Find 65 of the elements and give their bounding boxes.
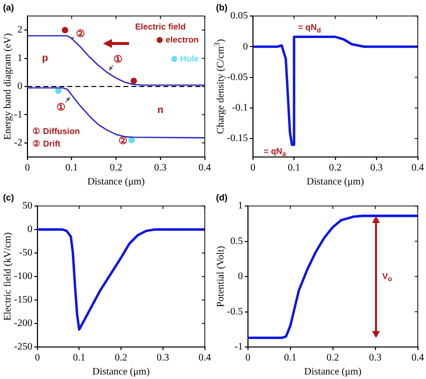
annotation: ① (113, 54, 122, 66)
x-tick-label: 0.2 (329, 162, 342, 174)
x-tick-label: 0.1 (288, 162, 300, 174)
x-axis-title: Distance (μm) (92, 366, 150, 378)
y-tick-label: 0 (17, 81, 22, 92)
x-tick-label: 0 (34, 352, 40, 364)
y-axis-title: Charge density (C/cm3) (212, 39, 227, 134)
chart-title: (a) (3, 2, 14, 12)
x-tick-label: 0.4 (198, 352, 211, 364)
x-tick-label: 0.4 (198, 162, 211, 174)
annotation: p (42, 53, 48, 64)
y-tick-label: -0.05 (226, 72, 248, 83)
x-tick-label: 0.2 (110, 162, 122, 174)
annotation: ② Drift (32, 138, 61, 149)
annotation: ② (76, 29, 86, 40)
y-tick-label: 0.5 (230, 236, 243, 247)
y-tick-label: 0.05 (230, 10, 248, 22)
x-tick-label: 0.1 (72, 352, 86, 364)
annotation: ① (56, 102, 66, 114)
y-tick-label: 2 (17, 24, 22, 36)
point (62, 26, 68, 34)
y-tick-label: 50 (22, 200, 32, 212)
y-tick-label: -50 (18, 248, 32, 259)
y-tick-label: -150 (14, 294, 32, 306)
y-tick-label: -2 (14, 138, 22, 149)
annotation: Electric field (135, 22, 186, 32)
y-axis-title: Energy band diagram (eV) (2, 33, 14, 140)
x-tick-label: 0.3 (156, 352, 170, 364)
x-tick-label: 0.2 (326, 352, 340, 364)
y-tick-label: 0 (238, 271, 243, 282)
x-tick-label: 0.2 (114, 352, 128, 364)
y-tick-label: -0.1 (232, 102, 248, 114)
chart-title: (d) (216, 192, 228, 202)
y-tick-label: -1 (234, 342, 243, 353)
y-tick-label: -0.15 (226, 133, 248, 144)
chart-title: (b) (216, 2, 228, 12)
x-axis-title: Distance (μm) (87, 176, 145, 188)
y-axis-title: Electric field (kV/cm) (2, 232, 14, 321)
x-tick-label: 0.1 (284, 352, 297, 364)
y-tick-label: 0 (27, 224, 32, 236)
y-tick-label: 0 (242, 41, 248, 52)
y-tick-label: -200 (14, 318, 32, 330)
x-axis-title: Distance (μm) (306, 176, 364, 188)
annotation: ② (118, 136, 128, 148)
y-axis-title: Potential (Volt) (216, 246, 227, 308)
x-tick-label: 0.1 (65, 162, 78, 174)
y-tick-label: -1 (14, 109, 22, 120)
x-tick-label: 0.4 (412, 352, 424, 364)
annotation: ① Diffusion (32, 126, 80, 136)
y-tick-label: -0.5 (226, 306, 243, 318)
legend-label: Hole (180, 53, 200, 64)
x-axis-title: Distance (μm) (304, 366, 362, 378)
y-tick-label: -250 (14, 342, 32, 353)
x-tick-label: 0.3 (154, 162, 167, 174)
y-tick-label: 1 (17, 52, 22, 64)
y-tick-label: -100 (14, 271, 32, 282)
x-tick-label: 0.4 (412, 162, 424, 174)
x-tick-label: 0.3 (369, 352, 382, 364)
annotation: n (157, 105, 164, 116)
y-tick-label: 1 (238, 200, 243, 212)
point (130, 78, 137, 84)
x-tick-label: 0.3 (370, 162, 383, 174)
chart-title: (c) (3, 192, 14, 202)
legend-label: electron (166, 34, 199, 44)
x-tick-label: 0 (250, 162, 256, 174)
